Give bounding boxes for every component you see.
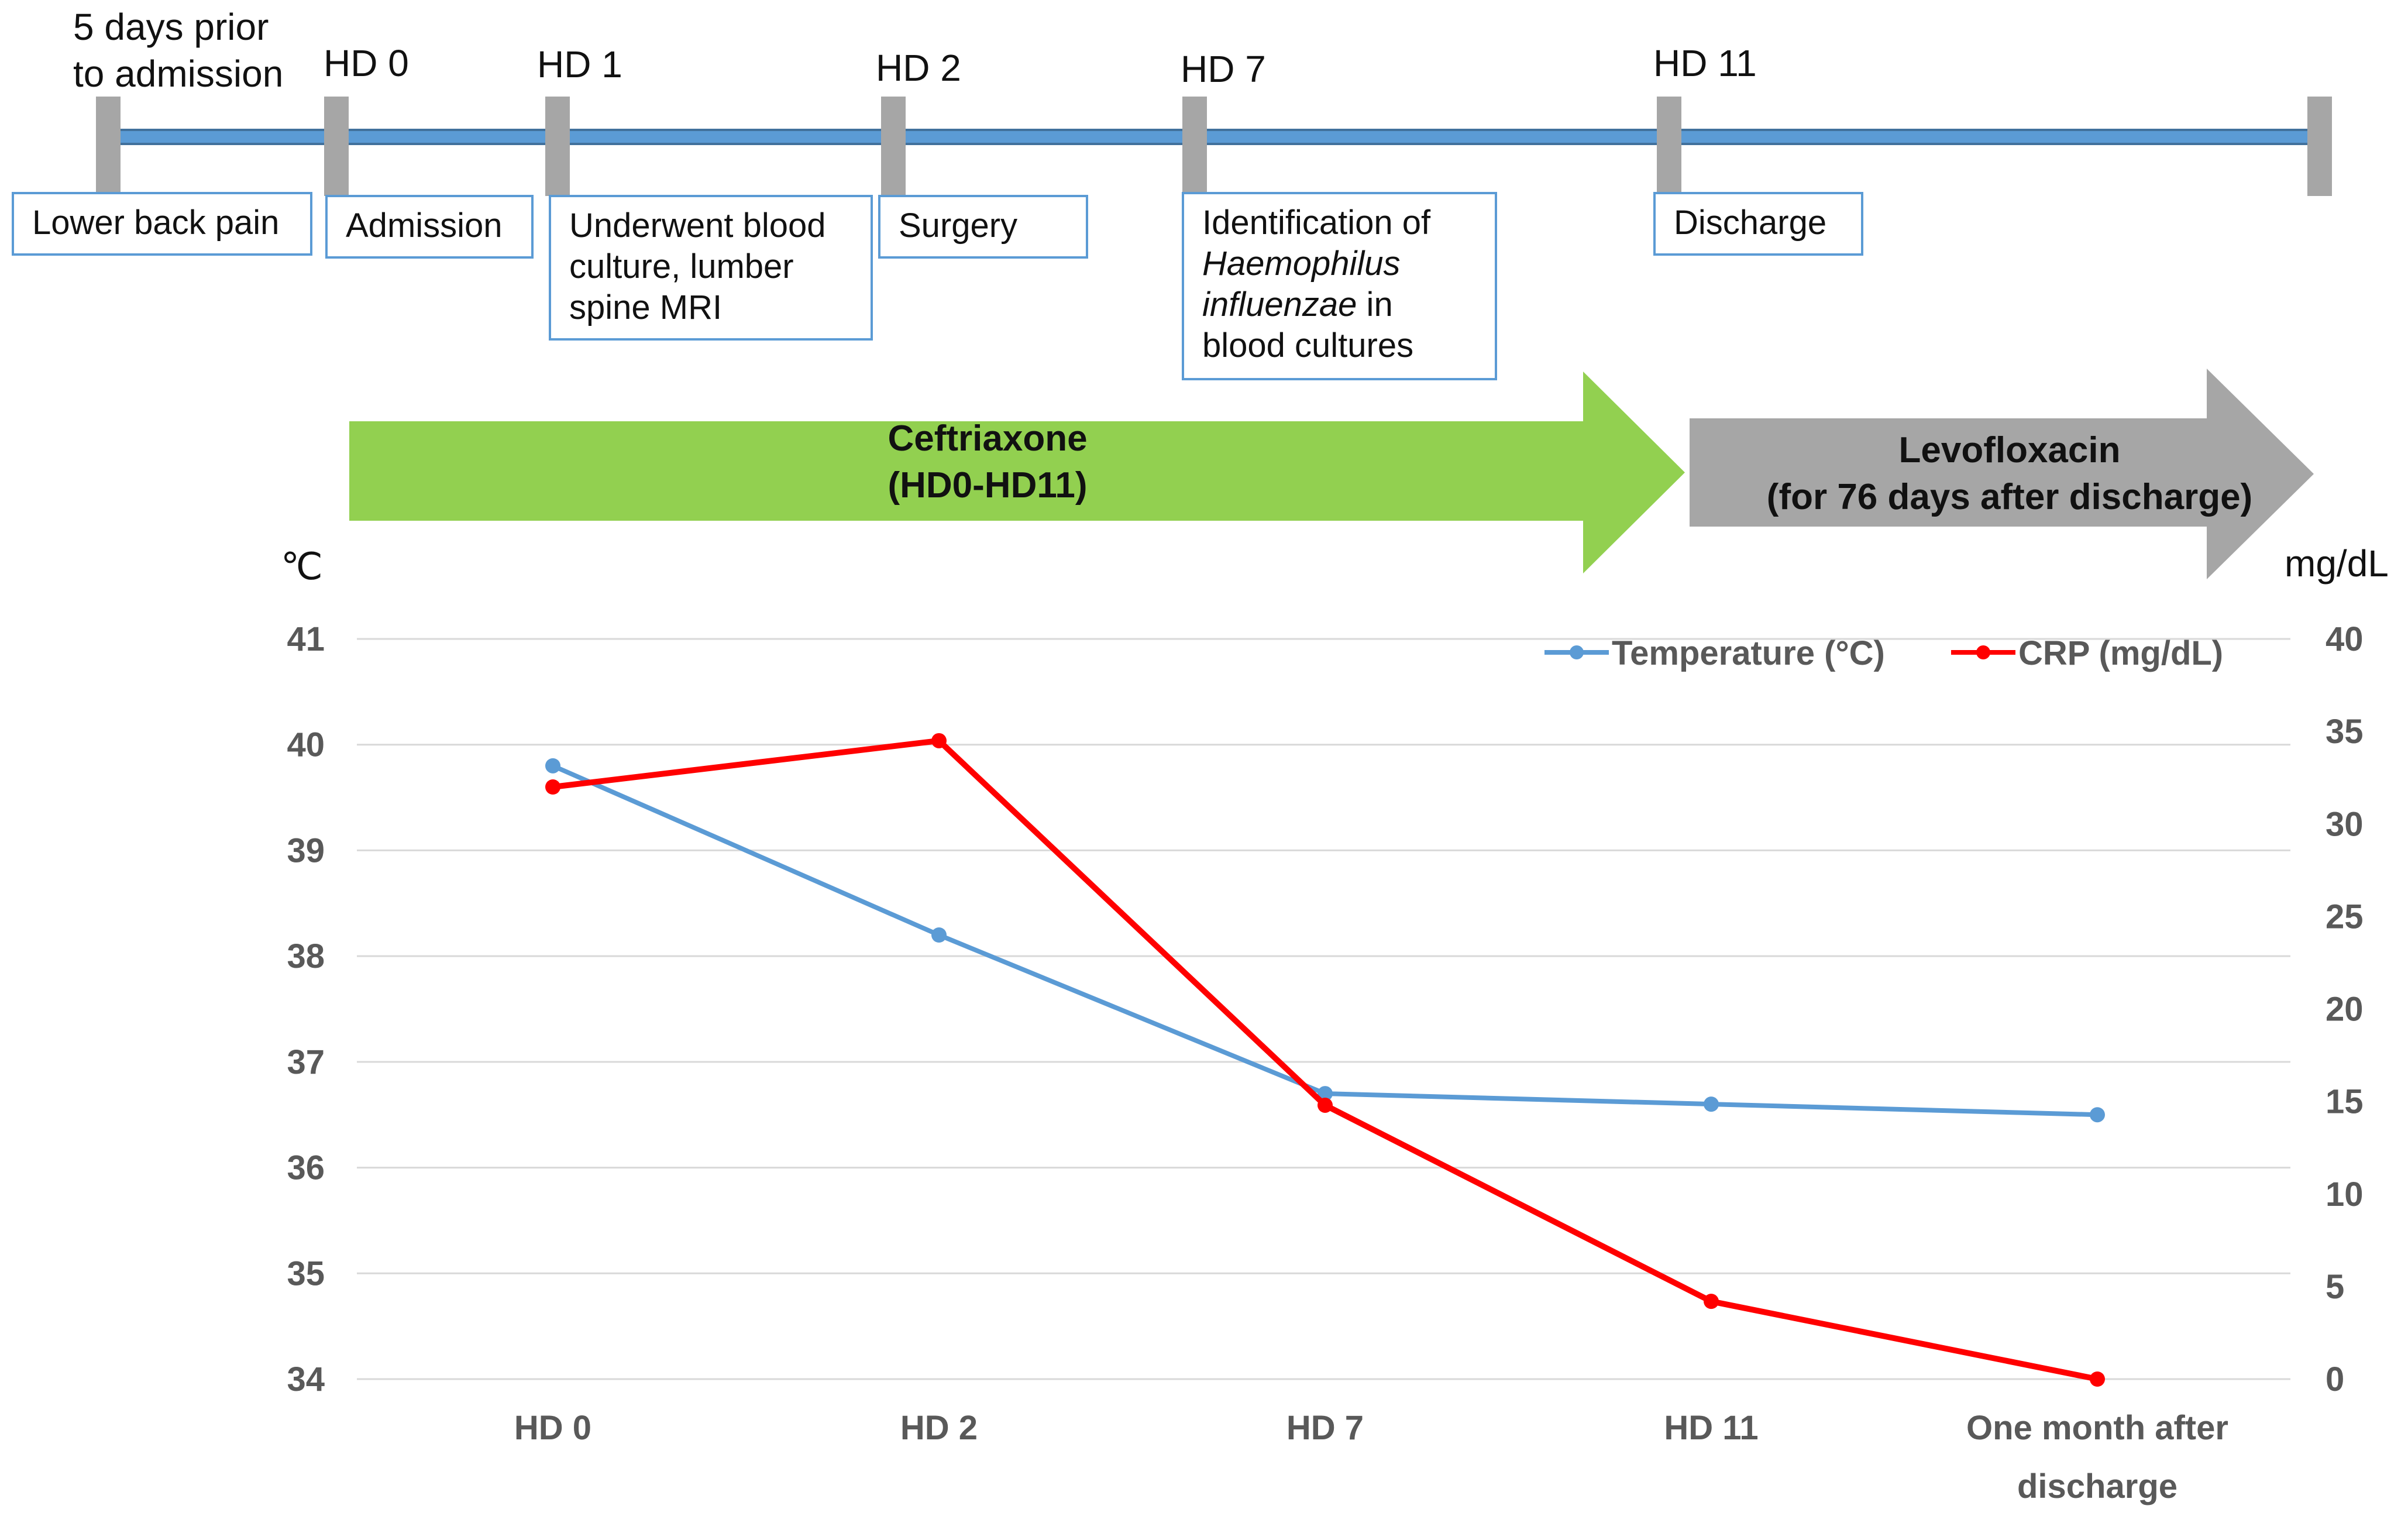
data-point (545, 758, 560, 774)
y-right-tick-label: 40 (2326, 620, 2364, 658)
x-tick-label: One month after (1966, 1409, 2228, 1447)
y-left-tick-label: 40 (287, 726, 325, 764)
timeline-event-frame (878, 195, 1088, 259)
timeline-event-label-italic: influenzae (1202, 286, 1357, 324)
y-right-unit: mg/dL (2285, 542, 2389, 585)
timeline-tick (545, 97, 570, 196)
timeline-tick (881, 97, 906, 196)
data-point (1317, 1086, 1333, 1102)
y-left-tick-label: 37 (287, 1043, 325, 1081)
y-right-tick-label: 35 (2326, 713, 2364, 751)
timeline-event-box: Admission (325, 195, 534, 259)
timeline-event-label: spine MRI (569, 288, 722, 326)
legend-label: CRP (mg/dL) (2018, 634, 2223, 672)
timeline-event-label: Haemophilus (1202, 245, 1401, 283)
x-tick-label: HD 7 (1286, 1409, 1364, 1447)
timeline-marker-label: HD 2 (876, 47, 961, 89)
x-tick-label: HD 11 (1664, 1409, 1758, 1447)
y-right-tick-label: 0 (2326, 1360, 2344, 1398)
treatment-arrow (1690, 369, 2314, 579)
timeline-marker-label: 5 days prior (73, 6, 269, 48)
data-point (1317, 1097, 1333, 1113)
timeline-event-label: Admission (346, 207, 503, 245)
y-right-tick-label: 15 (2326, 1083, 2364, 1121)
timeline-marker-label: HD 0 (324, 42, 409, 84)
y-left-tick-label: 39 (287, 831, 325, 869)
legend-swatch-marker (1976, 645, 1990, 659)
timeline-marker-label: HD 7 (1181, 48, 1266, 90)
timeline-event-label-rest: in (1357, 286, 1392, 324)
data-point (931, 733, 947, 748)
timeline-event-label: culture, lumber (569, 247, 794, 286)
x-tick-label: HD 2 (900, 1409, 978, 1447)
legend-label: Temperature (°C) (1612, 634, 1885, 672)
timeline-marker-label: to admission (73, 53, 283, 95)
timeline-event-frame (1182, 192, 1497, 380)
timeline-event-frame (325, 195, 534, 259)
chart: 34 35 36 37 38 39 40 41 0 5 10 15 20 25 30 35 40 ℃ mg/dL HD… (281, 542, 2389, 1505)
y-right-tick-label: 30 (2326, 805, 2364, 843)
timeline-event-frame (1653, 192, 1863, 256)
treatment-arrows: Ceftriaxone (HD0-HD11) Levofloxacin (for 76… (349, 369, 2314, 579)
y-left-tick-label: 34 (287, 1360, 325, 1398)
timeline-tick (1182, 97, 1207, 196)
data-point (931, 927, 947, 943)
timeline-event-frame (12, 192, 312, 256)
timeline-marker-label: HD 11 (1653, 42, 1757, 84)
y-right-tick-label: 20 (2326, 991, 2364, 1029)
x-tick-label: discharge (2017, 1467, 2177, 1505)
timeline-event-label: Discharge (1674, 204, 1826, 242)
y-left-tick-label: 38 (287, 937, 325, 975)
data-point (2090, 1107, 2105, 1123)
timeline-event-box: Surgery (878, 195, 1088, 259)
y-left-tick-label: 35 (287, 1254, 325, 1292)
timeline-event-box: Lower back pain (12, 192, 312, 256)
treatment-period: (HD0-HD11) (887, 465, 1087, 506)
timeline-event-box: Discharge (1653, 192, 1863, 256)
timeline-event-label: Identification of (1202, 204, 1431, 242)
y-right-tick-label: 5 (2326, 1268, 2344, 1306)
timeline: 5 days prior to admission HD 0 HD 1 HD 2 HD 7… (12, 6, 2332, 380)
timeline-event-label: Lower back pain (32, 204, 279, 242)
series-line (552, 737, 2098, 1382)
treatment-name: Levofloxacin (1899, 430, 2121, 470)
timeline-bar (104, 129, 2330, 145)
data-point (2090, 1371, 2105, 1387)
y-right-tick-label: 10 (2326, 1175, 2364, 1214)
timeline-event-label: Surgery (899, 207, 1017, 245)
treatment-name: Ceftriaxone (887, 418, 1087, 459)
timeline-tick (1657, 97, 1681, 196)
data-point (1704, 1294, 1719, 1309)
timeline-event-frame (549, 195, 873, 341)
data-point (545, 779, 560, 795)
y-left-tick-label: 41 (287, 620, 325, 658)
timeline-marker-label: HD 1 (537, 43, 622, 85)
y-left-unit: ℃ (281, 545, 323, 587)
treatment-period: (for 76 days after discharge) (1767, 477, 2252, 517)
legend-swatch-marker (1570, 645, 1584, 659)
x-tick-label: HD 0 (514, 1409, 591, 1447)
timeline-tick (324, 97, 349, 196)
legend: Temperature (°C) CRP (mg/dL) (1544, 634, 2223, 672)
timeline-tick (2307, 97, 2332, 196)
timeline-event-label: blood cultures (1202, 326, 1413, 365)
timeline-tick (96, 97, 121, 196)
timeline-event-label: Underwent blood (569, 207, 826, 245)
y-right-tick-label: 25 (2326, 898, 2364, 936)
timeline-event-label: influenzae in (1202, 286, 1393, 324)
y-left-tick-label: 36 (287, 1149, 325, 1187)
treatment-arrow (349, 372, 1685, 573)
data-point (1704, 1096, 1719, 1112)
